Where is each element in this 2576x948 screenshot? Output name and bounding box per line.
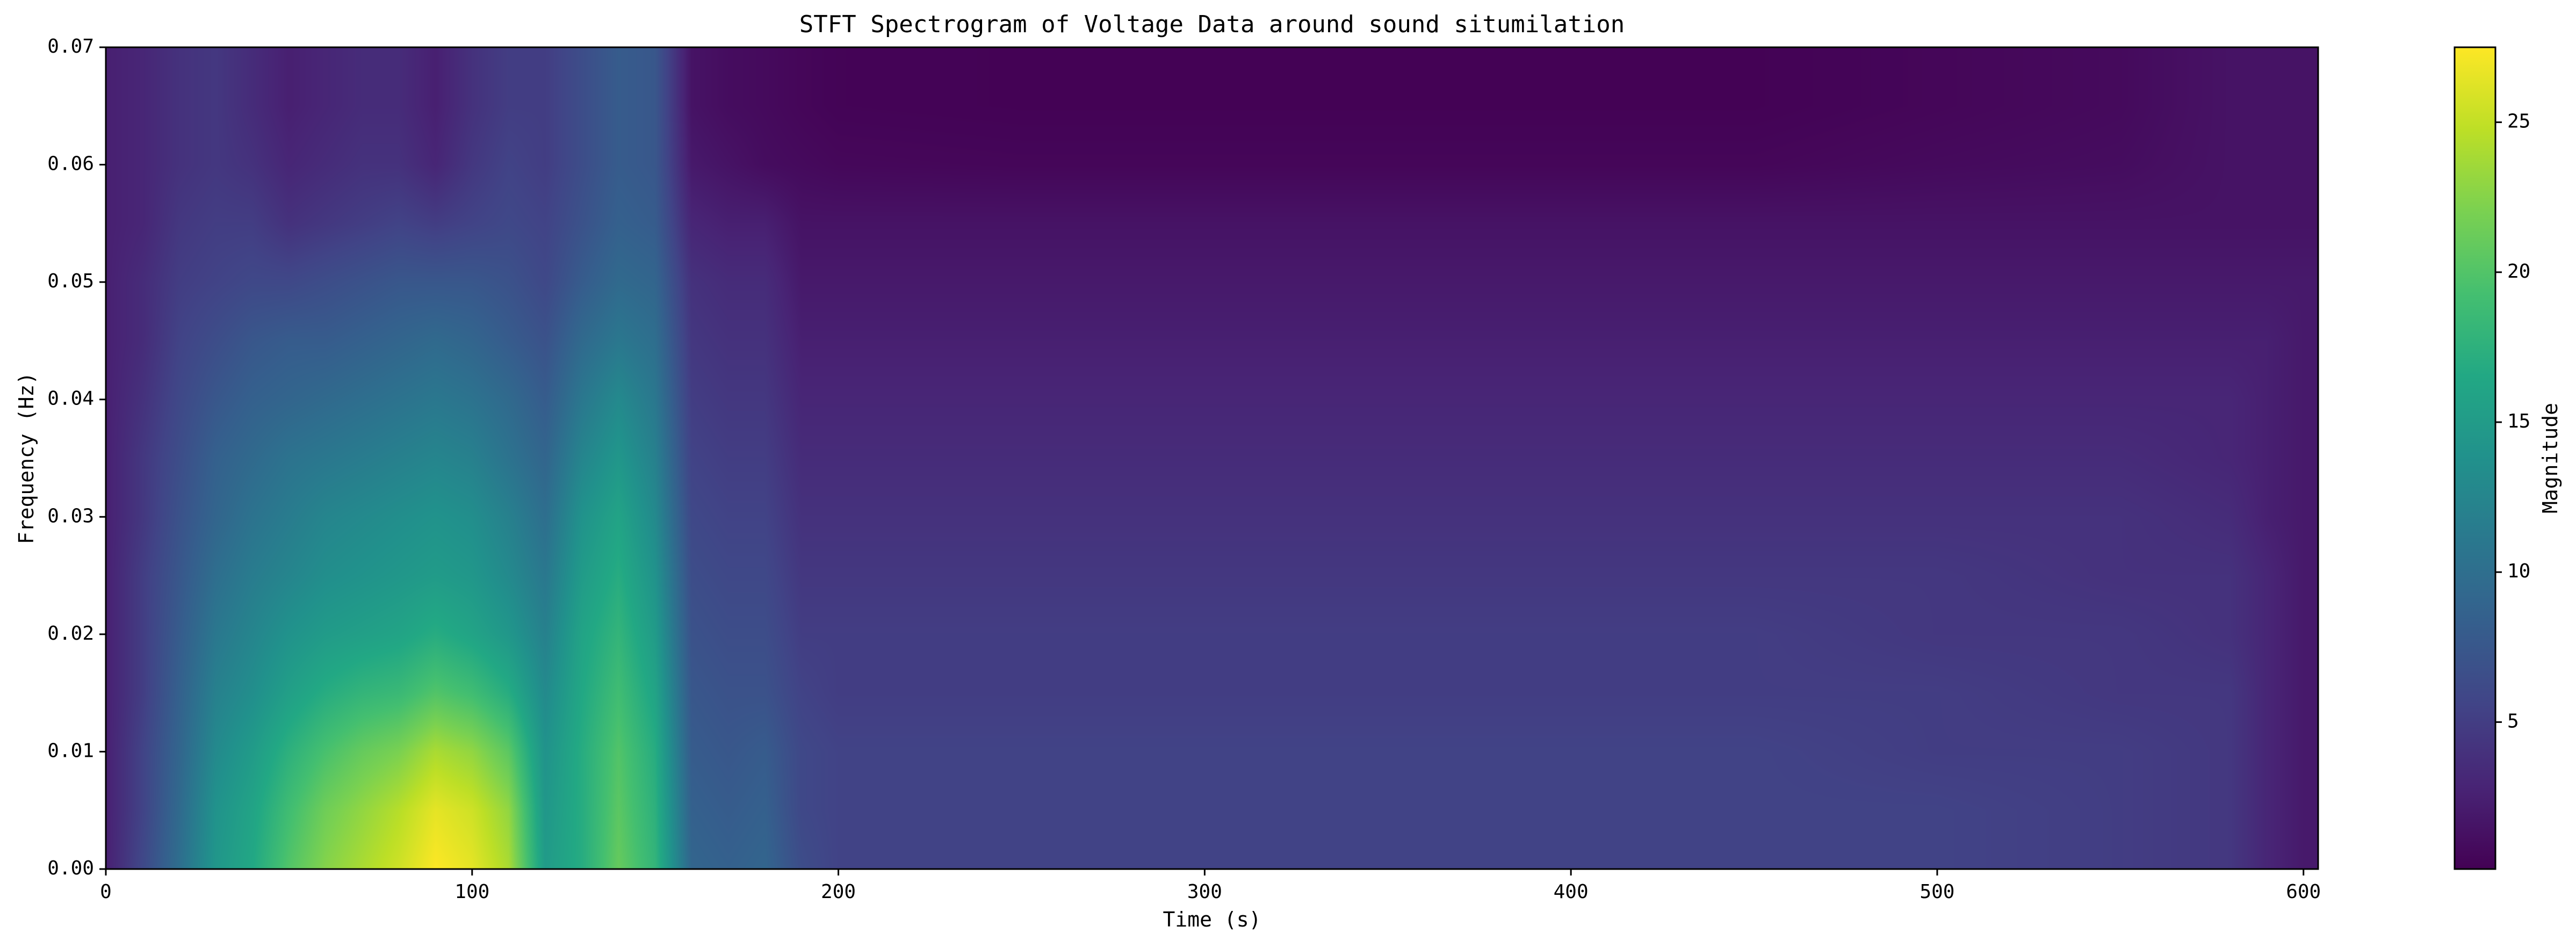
y-axis: 0.00 0.01 0.02 0.03 0.04 0.05 0.06 0.07 <box>47 35 106 879</box>
plot-area <box>105 46 2319 870</box>
y-tick-label: 0.01 <box>47 740 94 762</box>
x-tick-label: 200 <box>821 881 856 903</box>
x-tick-label: 0 <box>100 881 112 903</box>
x-tick-label: 100 <box>454 881 489 903</box>
colorbar-tick-label: 10 <box>2507 560 2530 582</box>
x-tick-label: 500 <box>1920 881 1954 903</box>
colorbar-tick-label: 5 <box>2507 710 2519 732</box>
y-tick-label: 0.04 <box>47 388 94 410</box>
y-tick-label: 0.00 <box>47 857 94 879</box>
x-tick-label: 300 <box>1187 881 1222 903</box>
y-tick-label: 0.06 <box>47 153 94 175</box>
y-tick-label: 0.07 <box>47 35 94 57</box>
colorbar-tick-label: 25 <box>2507 111 2530 133</box>
colorbar-frame <box>2454 46 2496 870</box>
colorbar-ticks: 5 10 15 20 25 <box>2495 111 2530 732</box>
spectrogram-heatmap <box>106 47 2318 869</box>
x-axis-label: Time (s) <box>1163 908 1261 931</box>
plot-frame <box>105 46 2319 870</box>
chart-title: STFT Spectrogram of Voltage Data around … <box>799 11 1625 38</box>
y-tick-label: 0.02 <box>47 623 94 645</box>
x-tick-label: 400 <box>1554 881 1589 903</box>
colorbar-tick-label: 20 <box>2507 260 2530 283</box>
x-axis: 0 100 200 300 400 500 600 <box>100 869 2321 903</box>
y-tick-label: 0.05 <box>47 270 94 292</box>
x-tick-label: 600 <box>2286 881 2321 903</box>
y-axis-label: Frequency (Hz) <box>15 372 38 544</box>
colorbar-tick-label: 15 <box>2507 410 2530 432</box>
colorbar-label: Magnitude <box>2538 403 2562 513</box>
colorbar-gradient <box>2455 47 2495 869</box>
colorbar: 5 10 15 20 25 Magnitude <box>2454 46 2562 870</box>
y-tick-label: 0.03 <box>47 505 94 527</box>
